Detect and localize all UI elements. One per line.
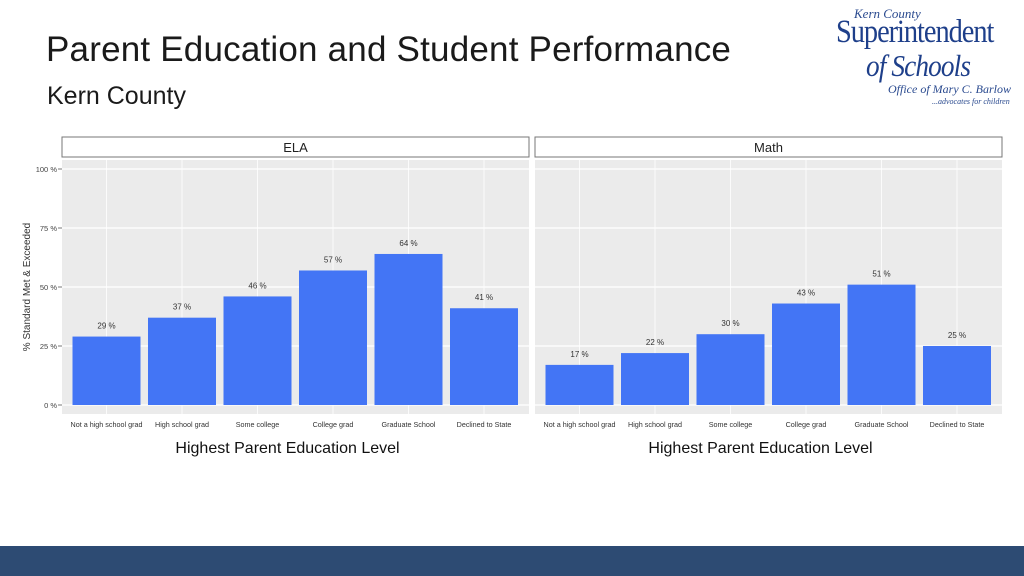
bar — [772, 303, 840, 405]
x-tick-label: Graduate School — [382, 420, 436, 429]
x-axis-title: Highest Parent Education Level — [175, 440, 399, 457]
logo-of-schools: of Schools — [866, 48, 971, 83]
x-tick-label: High school grad — [155, 420, 209, 429]
data-label: 64 % — [399, 239, 417, 248]
data-label: 57 % — [324, 255, 342, 264]
bar — [72, 336, 141, 405]
facet-strip — [534, 136, 1003, 158]
logo-tagline: ...advocates for children — [932, 97, 1010, 106]
faceted-bar-chart: % Standard Met & Exceeded 0 % 25 % 50 % 75 %… — [22, 136, 1003, 457]
x-tick-label: Declined to State — [457, 420, 512, 429]
bar — [545, 364, 614, 405]
facet-strip — [61, 136, 530, 158]
facet-label: ELA — [283, 140, 308, 155]
x-tick-label: Some college — [709, 420, 753, 429]
slide-title: Parent Education and Student Performance — [46, 30, 732, 69]
bar — [223, 296, 292, 405]
data-label: 22 % — [646, 338, 664, 347]
x-tick-label: Not a high school grad — [71, 420, 143, 429]
bar — [148, 317, 216, 405]
bar — [621, 353, 689, 405]
facet-label: Math — [754, 140, 783, 155]
bar — [696, 334, 765, 405]
x-tick-label: Graduate School — [855, 420, 909, 429]
x-tick-label: High school grad — [628, 420, 682, 429]
logo-superintendent: Superintendent — [836, 14, 994, 50]
bar — [923, 346, 991, 405]
x-axis-title: Highest Parent Education Level — [648, 440, 872, 457]
x-tick-label: Declined to State — [930, 420, 985, 429]
data-label: 46 % — [248, 281, 266, 290]
data-label: 30 % — [721, 319, 739, 328]
bar — [450, 308, 518, 405]
x-tick-label: College grad — [313, 420, 354, 429]
x-tick-label: Some college — [236, 420, 280, 429]
logo-office: Office of Mary C. Barlow — [888, 82, 1011, 96]
data-label: 41 % — [475, 293, 493, 302]
data-label: 29 % — [97, 322, 115, 331]
y-tick-label: 25 % — [40, 342, 57, 351]
logo-kern-county: Kern County — [854, 6, 921, 21]
x-tick-label: College grad — [786, 420, 827, 429]
y-tick-label: 50 % — [40, 283, 57, 292]
data-label: 43 % — [797, 289, 815, 298]
y-tick-label: 0 % — [44, 401, 57, 410]
kern-county-logo: Kern County Superintendent of Schools Of… — [836, 6, 1012, 110]
bar — [299, 270, 367, 405]
data-label: 37 % — [173, 303, 191, 312]
y-axis-title: % Standard Met & Exceeded — [22, 223, 33, 351]
footer-bar — [0, 546, 1024, 576]
data-label: 51 % — [872, 270, 890, 279]
y-tick-label: 75 % — [40, 224, 57, 233]
data-label: 25 % — [948, 331, 966, 340]
slide-subtitle: Kern County — [47, 82, 186, 110]
x-tick-label: Not a high school grad — [544, 420, 616, 429]
bar — [374, 253, 443, 405]
data-label: 17 % — [570, 350, 588, 359]
y-tick-label: 100 % — [36, 165, 58, 174]
bar — [847, 284, 916, 405]
